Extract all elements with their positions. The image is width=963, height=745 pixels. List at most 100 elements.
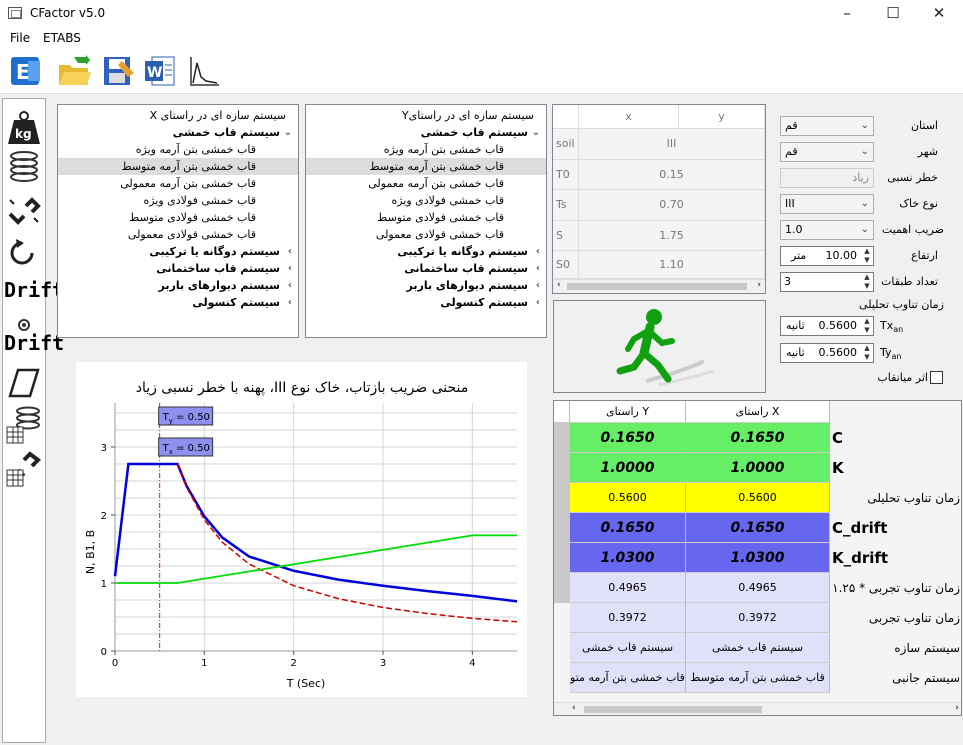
spin-arrows-icon[interactable]: ▲ ▼	[864, 317, 870, 334]
soil-table-hscrollbar[interactable]: ‹ ›	[553, 279, 765, 293]
tree-x-group[interactable]: › سیستم قاب ساختمانی	[156, 262, 292, 275]
broken-link-icon[interactable]	[4, 192, 44, 232]
floors-label: تعداد طبقات	[881, 275, 938, 288]
hazard-label: خطر نسبی	[887, 171, 938, 184]
tree-y-group-moment[interactable]: ⌄ سیستم قاب خمشی	[420, 126, 540, 139]
tree-y-item[interactable]: قاب خمشی فولادی معمولی	[375, 228, 504, 241]
ty-spinbox[interactable]: ثانیه 0.5600 ▲ ▼	[780, 343, 874, 363]
tree-y-group[interactable]: › سیستم دیوارهای باربر	[406, 279, 540, 292]
infill-label: اثر میانقاب	[877, 371, 928, 384]
x-tick-label: 2	[290, 658, 296, 669]
drift-settings-label: Drift	[4, 331, 65, 355]
result-cell-y: 1.0300	[570, 543, 686, 573]
menu-file[interactable]: File	[10, 31, 31, 45]
minimize-button[interactable]: –	[843, 4, 851, 22]
close-button[interactable]: ✕	[932, 4, 946, 22]
result-row-label: K_drift	[832, 549, 889, 567]
soil-row-label: S	[553, 221, 579, 251]
result-cell-x: 0.4965	[686, 573, 830, 603]
results-corner	[554, 401, 570, 423]
drift-settings-button[interactable]: Drift	[4, 318, 65, 358]
results-hscrollbar[interactable]: ‹ ›	[554, 702, 961, 715]
runner-panel	[553, 300, 766, 393]
tree-x-group-label: سیستم دوگانه یا ترکیبی	[149, 245, 280, 258]
weight-icon[interactable]: kg	[4, 110, 44, 150]
svg-text:W: W	[147, 65, 162, 81]
tree-y-group[interactable]: › سیستم کنسولی	[440, 296, 540, 309]
spin-arrows-icon[interactable]: ▲ ▼	[864, 247, 870, 264]
rotate-icon[interactable]	[4, 235, 44, 275]
y-tick-label: 0	[101, 647, 107, 658]
tree-x-group[interactable]: › سیستم کنسولی	[192, 296, 292, 309]
tree-x-group-moment-label: سیستم قاب خمشی	[172, 126, 280, 139]
tree-y-group[interactable]: › سیستم دوگانه یا ترکیبی	[397, 245, 540, 258]
maximize-button[interactable]: ☐	[886, 4, 900, 22]
open-folder-icon[interactable]	[56, 53, 92, 89]
tree-x-group[interactable]: › سیستم دوگانه یا ترکیبی	[149, 245, 292, 258]
tree-x-item[interactable]: قاب خمشی فولادی متوسط	[129, 211, 256, 224]
tree-y-list: ⌄ سیستم قاب خمشی قاب خمشی بتن آرمه ویژه ق…	[306, 124, 546, 311]
spin-arrows-icon[interactable]: ▲ ▼	[864, 344, 870, 361]
menu-etabs[interactable]: ETABS	[43, 31, 81, 45]
result-cell-y: قاب خمشی بتن آرمه متو	[570, 663, 686, 693]
hazard-field: زیاد	[780, 168, 874, 188]
app-icon	[8, 7, 22, 19]
ty-annotation: Ty = 0.50	[162, 412, 210, 425]
tree-y-group-moment-label: سیستم قاب خمشی	[420, 126, 528, 139]
word-export-icon[interactable]: W	[142, 53, 178, 89]
soil-params-table: x y soil III T0 0.15 Ts 0.70 S 1.75 S0 1…	[552, 104, 766, 294]
tx-label-text: Tx	[880, 319, 894, 332]
infill-checkbox[interactable]	[930, 371, 943, 384]
tree-y-item[interactable]: قاب خمشی بتن آرمه ویژه	[383, 143, 504, 156]
floors-spinbox[interactable]: 3 ▲ ▼	[780, 272, 874, 292]
chart-icon[interactable]	[186, 53, 222, 89]
result-row-label: C_drift	[832, 519, 888, 537]
province-select[interactable]: قم ⌄	[780, 116, 874, 136]
window-title: CFactor v5.0	[30, 6, 106, 20]
tree-x-group-moment[interactable]: ⌄ سیستم قاب خمشی	[172, 126, 292, 139]
height-spinbox[interactable]: متر 10.00 ▲ ▼	[780, 246, 874, 266]
tree-x-item[interactable]: قاب خمشی بتن آرمه ویژه	[135, 143, 256, 156]
tree-y-item[interactable]: قاب خمشی فولادی متوسط	[377, 211, 504, 224]
province-label: استان	[910, 119, 938, 132]
tree-y-header: سیستم سازه ای در راستایY	[401, 109, 534, 122]
chart-title: منحنی ضریب بازتاب، خاک نوع III، پهنه با …	[136, 380, 469, 396]
tree-y-item-selected[interactable]: قاب خمشی بتن آرمه متوسط	[306, 158, 546, 175]
spin-arrows-icon[interactable]: ▲ ▼	[864, 273, 870, 290]
link-table-icon[interactable]	[4, 448, 44, 488]
tree-x-item[interactable]: قاب خمشی بتن آرمه معمولی	[120, 177, 256, 190]
tx-annotation: Tx = 0.50	[162, 443, 210, 456]
tree-x-header: سیستم سازه ای در راستای X	[149, 109, 286, 122]
result-row-label: K	[832, 459, 844, 477]
etabs-icon[interactable]: E	[8, 53, 44, 89]
result-cell-x: 0.5600	[686, 483, 830, 513]
spring-table-icon[interactable]	[4, 405, 44, 445]
tree-x-item[interactable]: قاب خمشی فولادی معمولی	[127, 228, 256, 241]
city-select[interactable]: قم ⌄	[780, 142, 874, 162]
result-cell-y: 1.0000	[570, 453, 686, 483]
save-icon[interactable]	[100, 53, 136, 89]
soil-type-select[interactable]: III ⌄	[780, 194, 874, 214]
tree-x-item[interactable]: قاب خمشی فولادی ویژه	[143, 194, 256, 207]
result-cell-y: 0.3972	[570, 603, 686, 633]
tree-y-group[interactable]: › سیستم قاب ساختمانی	[404, 262, 540, 275]
parallelogram-icon[interactable]	[4, 364, 44, 404]
ty-label: Tyan	[880, 346, 902, 361]
soil-type-label: نوع خاک	[899, 197, 938, 210]
result-row-label: زمان تناوب تحلیلی	[867, 491, 960, 505]
spring-icon[interactable]	[4, 150, 44, 190]
tree-x-item-selected[interactable]: قاب خمشی بتن آرمه متوسط	[58, 158, 298, 175]
tree-y-item[interactable]: قاب خمشی بتن آرمه معمولی	[368, 177, 504, 190]
tx-annotation-box	[158, 437, 214, 457]
results-vscroll-thumb[interactable]	[554, 423, 570, 603]
menu-bar	[0, 28, 963, 48]
drift-button[interactable]: Drift	[4, 278, 65, 302]
y-tick-label: 3	[101, 443, 107, 454]
tx-spinbox[interactable]: ثانیه 0.5600 ▲ ▼	[780, 316, 874, 336]
soil-type-value: III	[785, 197, 795, 210]
importance-select[interactable]: 1.0 ⌄	[780, 220, 874, 240]
result-cell-y: سیستم قاب خمشی	[570, 633, 686, 663]
tree-y-item[interactable]: قاب خمشی فولادی ویژه	[391, 194, 504, 207]
result-cell-x: 0.1650	[686, 513, 830, 543]
tree-x-group[interactable]: › سیستم دیوارهای باربر	[158, 279, 292, 292]
